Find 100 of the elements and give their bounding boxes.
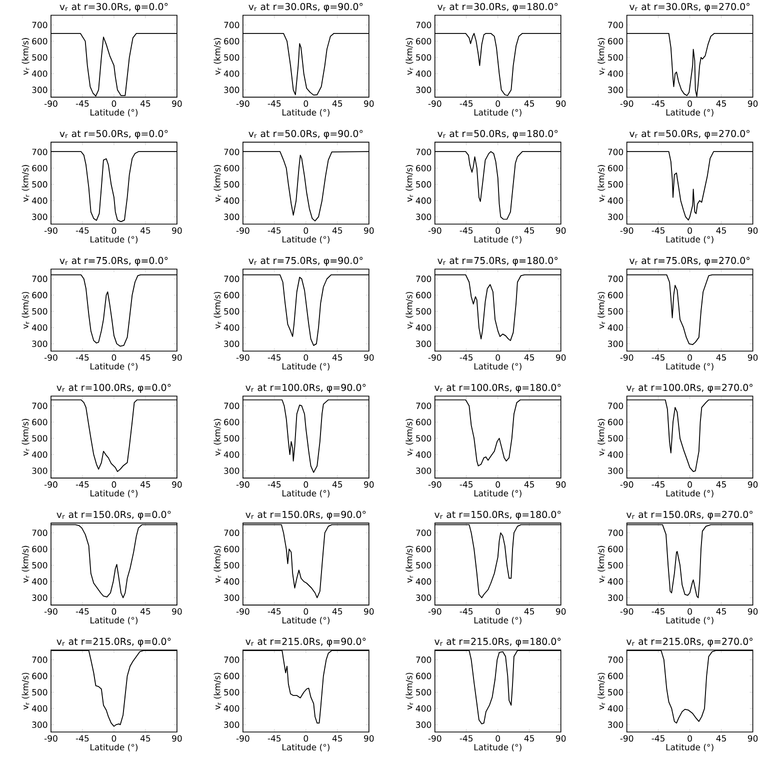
x-axis-title: Latitude (°) <box>282 362 330 371</box>
y-tick-label: 600 <box>32 164 48 172</box>
x-tick-label: 0 <box>688 354 692 361</box>
y-tick-label: 700 <box>32 22 48 28</box>
x-tick-label: -45 <box>652 354 665 361</box>
x-tick-label: 90 <box>748 354 758 361</box>
y-tick-label: 400 <box>224 324 240 331</box>
x-tick-label: 0 <box>112 481 116 488</box>
y-tick-label: 600 <box>416 164 432 172</box>
y-tick-label: 300 <box>224 468 240 474</box>
y-axis-title: v$_{r}$ (km/s) <box>214 418 222 456</box>
y-axis-title: v$_{r}$ (km/s) <box>214 38 222 75</box>
x-tick-label: -45 <box>268 608 281 615</box>
y-tick-label: 400 <box>608 578 624 585</box>
x-tick-label: -45 <box>76 100 89 107</box>
y-axis-title: v$_{r}$ (km/s) <box>22 418 30 456</box>
x-tick-label: 0 <box>688 227 692 234</box>
x-tick-label: -45 <box>652 608 665 615</box>
y-tick-label: 400 <box>608 70 624 77</box>
y-axis-title: v$_{r}$ (km/s) <box>406 38 414 75</box>
x-axis-title: Latitude (°) <box>90 616 138 624</box>
x-tick-label: 90 <box>172 100 182 107</box>
x-tick-label: 0 <box>496 735 500 742</box>
x-tick-label: -45 <box>76 481 89 488</box>
x-tick-label: -90 <box>44 354 58 361</box>
y-tick-label: 600 <box>416 38 432 44</box>
y-tick-label: 600 <box>608 672 624 680</box>
x-tick-label: -90 <box>428 481 442 488</box>
y-tick-label: 300 <box>608 594 624 601</box>
x-tick-label: -90 <box>620 354 634 361</box>
x-tick-label: 45 <box>524 100 534 107</box>
y-tick-label: 300 <box>32 468 48 474</box>
x-tick-label: 45 <box>332 227 342 234</box>
y-tick-label: 600 <box>608 292 624 298</box>
x-tick-label: -90 <box>236 481 250 488</box>
x-tick-label: 45 <box>140 100 150 107</box>
y-tick-label: 300 <box>224 594 240 601</box>
y-tick-label: 400 <box>224 705 240 712</box>
y-tick-label: 700 <box>416 530 432 536</box>
y-tick-label: 500 <box>608 689 624 696</box>
y-tick-label: 700 <box>32 276 48 282</box>
x-axis-title: Latitude (°) <box>90 236 138 244</box>
y-tick-label: 700 <box>224 148 240 156</box>
y-tick-label: 300 <box>416 214 432 220</box>
y-tick-label: 400 <box>416 197 432 204</box>
y-axis-title: v$_{r}$ (km/s) <box>598 292 606 329</box>
y-axis-title: v$_{r}$ (km/s) <box>22 546 30 583</box>
y-tick-label: 300 <box>32 214 48 220</box>
y-tick-label: 700 <box>416 402 432 410</box>
x-axis-title: Latitude (°) <box>666 236 714 244</box>
x-axis-title: Latitude (°) <box>666 616 714 624</box>
y-tick-label: 600 <box>224 292 240 298</box>
x-tick-label: -45 <box>460 481 473 488</box>
y-tick-label: 600 <box>608 546 624 552</box>
y-tick-label: 500 <box>416 689 432 696</box>
y-tick-label: 600 <box>608 38 624 44</box>
x-tick-label: 45 <box>140 608 150 615</box>
x-axis-title: Latitude (°) <box>282 236 330 244</box>
x-tick-label: 0 <box>496 481 500 488</box>
x-tick-label: 90 <box>748 735 758 742</box>
y-tick-label: 500 <box>224 435 240 442</box>
x-tick-label: -45 <box>268 100 281 107</box>
x-tick-label: -45 <box>76 608 89 615</box>
y-tick-label: 600 <box>224 38 240 44</box>
y-tick-label: 600 <box>416 418 432 426</box>
chart-title: v$_{r}$ at r=215.0Rs, φ=0.0° <box>56 638 171 647</box>
x-tick-label: -90 <box>44 481 58 488</box>
x-tick-label: 45 <box>140 481 150 488</box>
x-tick-label: 0 <box>688 735 692 742</box>
x-tick-label: 45 <box>332 735 342 742</box>
x-tick-label: 45 <box>524 227 534 234</box>
x-tick-label: 45 <box>524 735 534 742</box>
x-tick-label: 0 <box>496 100 500 107</box>
x-tick-label: -45 <box>268 735 281 742</box>
x-axis-title: Latitude (°) <box>474 362 522 371</box>
y-tick-label: 700 <box>416 276 432 282</box>
y-tick-label: 500 <box>224 689 240 696</box>
y-tick-label: 300 <box>32 86 48 94</box>
x-tick-label: 90 <box>364 481 374 488</box>
y-tick-label: 300 <box>224 340 240 348</box>
x-tick-label: 0 <box>304 100 308 107</box>
x-axis-title: Latitude (°) <box>282 616 330 624</box>
y-tick-label: 700 <box>32 530 48 536</box>
x-tick-label: 45 <box>716 481 726 488</box>
x-tick-label: 90 <box>364 735 374 742</box>
y-tick-label: 400 <box>416 324 432 331</box>
x-tick-label: 0 <box>496 227 500 234</box>
x-tick-label: 90 <box>172 481 182 488</box>
y-tick-label: 500 <box>608 308 624 315</box>
x-tick-label: 0 <box>112 227 116 234</box>
y-tick-label: 400 <box>416 578 432 585</box>
y-tick-label: 700 <box>608 276 624 282</box>
y-tick-label: 400 <box>224 451 240 458</box>
y-tick-label: 600 <box>32 292 48 298</box>
x-tick-label: 90 <box>364 100 374 107</box>
x-tick-label: -90 <box>620 227 634 234</box>
y-axis-title: v$_{r}$ (km/s) <box>406 672 414 710</box>
x-tick-label: -90 <box>236 227 250 234</box>
y-axis-title: v$_{r}$ (km/s) <box>598 546 606 583</box>
x-tick-label: 90 <box>748 100 758 107</box>
